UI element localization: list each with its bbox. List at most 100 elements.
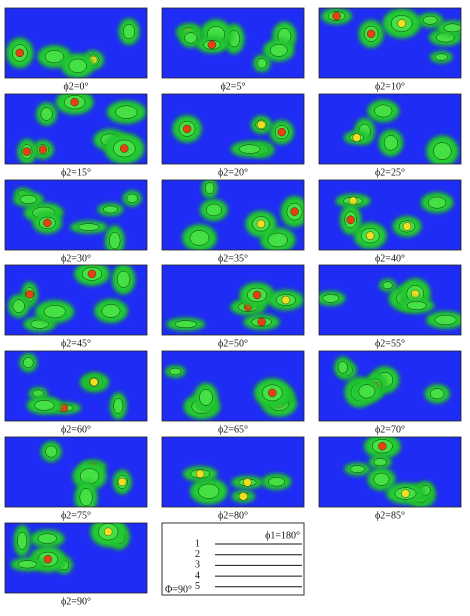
contour-peak <box>243 478 252 487</box>
contour-peak <box>120 144 129 153</box>
legend-level: 1 <box>195 538 200 549</box>
contour-peak <box>43 218 52 228</box>
contour-blob <box>78 223 100 231</box>
contour-blob <box>30 319 49 329</box>
contours <box>175 19 297 73</box>
contour-peak <box>25 290 34 299</box>
contour-peak <box>397 19 406 28</box>
panel-label: ϕ2=5° <box>221 81 246 92</box>
panel-frame <box>318 93 462 165</box>
contour-blob <box>23 357 34 369</box>
contours <box>7 265 136 333</box>
panel-frame <box>161 7 305 79</box>
contours <box>181 180 304 250</box>
contour-peak <box>43 555 53 564</box>
contour-peak <box>195 469 205 479</box>
panel-frame <box>161 350 305 422</box>
contours <box>12 187 143 250</box>
contour-blob <box>17 531 28 550</box>
contour-blob <box>101 304 121 318</box>
contours <box>164 364 298 420</box>
contour-blob <box>189 230 210 246</box>
panel-label: ϕ2=90° <box>61 596 91 607</box>
contour-blob <box>19 194 38 204</box>
odf-panel: ϕ2=90° <box>4 522 148 607</box>
contour-blob <box>422 15 438 25</box>
panel-label: ϕ2=55° <box>375 338 405 349</box>
contour-blob <box>109 231 121 250</box>
contour-blob <box>443 23 461 33</box>
contours <box>182 465 292 505</box>
contour-blob <box>40 107 53 121</box>
contour-blob <box>382 281 393 290</box>
panel-label: ϕ2=45° <box>61 338 91 349</box>
contour-blob <box>267 232 288 248</box>
odf-panel: ϕ2=15° <box>4 93 148 178</box>
contour-peak <box>207 40 217 49</box>
legend-box <box>161 522 305 596</box>
contours <box>344 437 436 507</box>
panel-frame <box>4 522 148 594</box>
contour-blob <box>406 301 427 311</box>
contour-peak <box>378 442 387 451</box>
contour-peak <box>89 377 99 387</box>
contours <box>335 191 454 250</box>
contour-peak <box>239 492 248 501</box>
contour-peak <box>290 207 299 216</box>
contour-blob <box>126 193 138 204</box>
odf-panel: ϕ2=85° <box>318 436 462 521</box>
panel-label: ϕ2=75° <box>61 510 91 521</box>
contours <box>320 8 461 64</box>
panel-label: ϕ2=60° <box>61 424 91 435</box>
panel-frame <box>4 264 148 336</box>
contour-blob <box>434 314 457 326</box>
panel-frame <box>4 7 148 79</box>
contour-peak <box>70 97 79 107</box>
contours <box>343 99 459 164</box>
contour-peak <box>411 289 420 299</box>
odf-panel: ϕ2=30° <box>4 179 148 264</box>
panel-frame <box>161 179 305 251</box>
odf-panel: ϕ2=75° <box>4 436 148 521</box>
contour-peak <box>366 29 376 39</box>
odf-panel: ϕ2=20° <box>161 93 305 178</box>
panel-label: ϕ2=30° <box>61 253 91 264</box>
contour-blob <box>434 53 448 61</box>
contour-peak <box>332 11 341 21</box>
contour-blob <box>238 144 261 154</box>
contour-blob <box>45 445 58 458</box>
contour-peak <box>268 388 277 398</box>
panel-frame <box>4 179 148 251</box>
contour-blob <box>349 465 365 473</box>
contour-peak <box>182 124 192 134</box>
panel-frame <box>318 179 462 251</box>
contour-peak <box>352 133 361 142</box>
odf-panel: ϕ2=55° <box>318 264 462 349</box>
panel-frame <box>4 436 148 508</box>
panel-frame <box>318 350 462 422</box>
odf-panel: ϕ2=60° <box>4 350 148 435</box>
contour-peak <box>365 231 375 240</box>
odf-panel: ϕ2=10° <box>318 7 462 92</box>
contours <box>5 18 140 78</box>
contour-blob <box>337 361 348 374</box>
panel-frame <box>161 93 305 165</box>
contours <box>17 94 147 164</box>
contour-blob <box>322 294 340 303</box>
odf-panel: ϕ2=80° <box>161 436 305 521</box>
contour-peak <box>87 269 97 279</box>
odf-panel: ϕ2=5° <box>161 7 305 92</box>
contours <box>40 440 132 507</box>
contour-blob <box>205 203 222 217</box>
contour-blob <box>17 560 38 569</box>
contour-peak <box>257 120 266 130</box>
contour-peak <box>277 127 286 137</box>
panel-label: ϕ2=50° <box>218 338 248 349</box>
panel-frame <box>4 93 148 165</box>
contour-peak <box>281 295 291 305</box>
contour-peak <box>401 489 410 498</box>
contour-peak <box>118 477 127 487</box>
contour-blob <box>358 384 376 399</box>
odf-panel: ϕ2=70° <box>318 350 462 435</box>
